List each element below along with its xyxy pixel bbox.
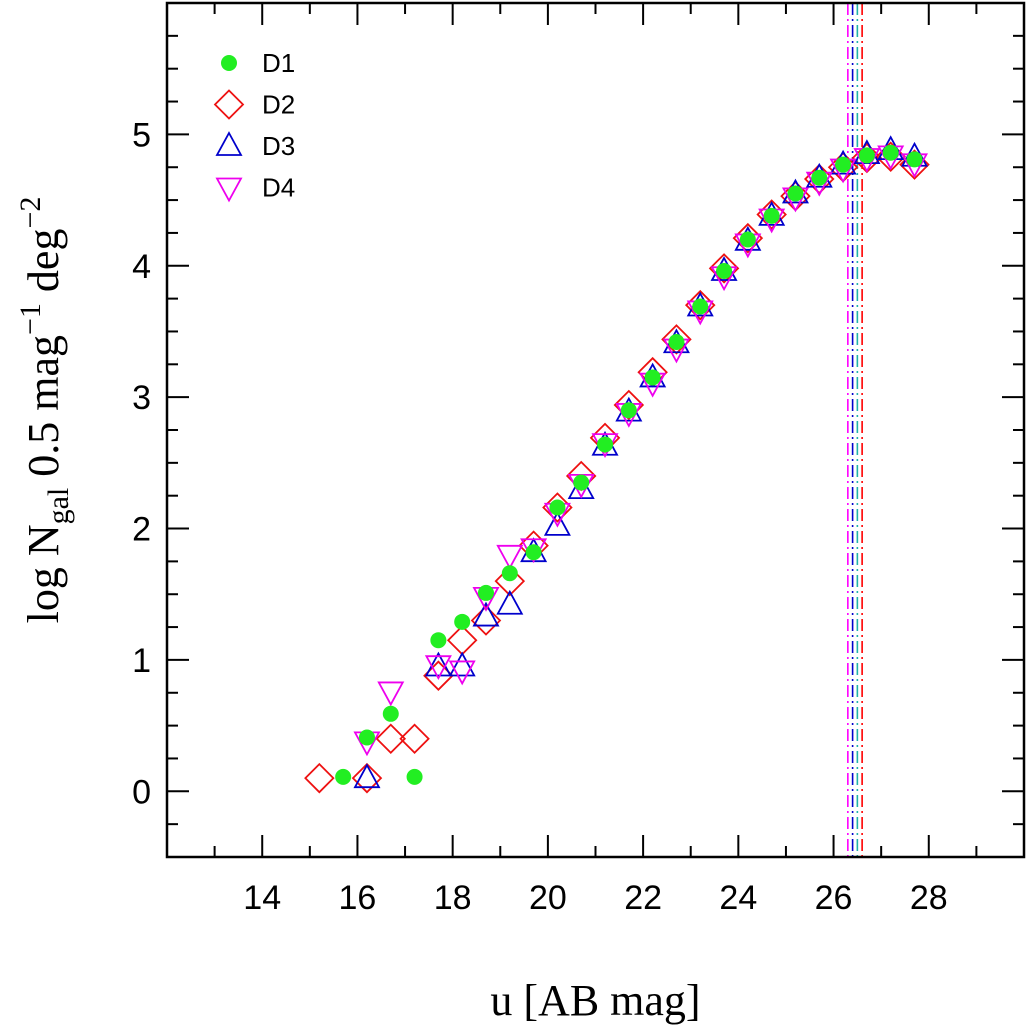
- data-point-d1: [525, 544, 542, 561]
- y-tick-label: 3: [132, 379, 151, 417]
- legend: D1 D2 D3 D4: [213, 48, 295, 203]
- data-point-d1: [692, 298, 709, 315]
- y-axis-title: log Ngal 0.5 mag−1 deg−2: [14, 197, 75, 624]
- data-point-d2: [684, 289, 716, 321]
- data-point-d4: [424, 655, 452, 681]
- data-point-d1: [811, 169, 828, 186]
- data-point-d1: [620, 402, 637, 419]
- x-tick-label: 28: [910, 879, 948, 917]
- y-tick-label: 1: [132, 642, 151, 680]
- data-point-d1: [716, 263, 733, 280]
- data-point-d1: [382, 705, 399, 722]
- completeness-lines: [847, 3, 863, 857]
- legend-marker-d1: [221, 55, 237, 71]
- tick-labels: 14 16 18 20 22 24 26 28 0 1 2 3 4 5: [132, 116, 948, 917]
- data-point-d2: [542, 492, 573, 523]
- data-point-d3: [353, 763, 381, 789]
- legend-marker-d2: [213, 89, 245, 120]
- x-axis-title: u [AB mag]: [490, 976, 700, 1025]
- x-tick-label: 26: [815, 879, 853, 917]
- legend-label-d2: D2: [262, 90, 295, 120]
- data-point-d4: [448, 660, 476, 686]
- data-point-d1: [882, 144, 899, 161]
- plot-frame: [165, 1, 1026, 859]
- data-points: [304, 135, 930, 794]
- legend-label-d1: D1: [262, 48, 295, 78]
- x-tick-label: 14: [243, 879, 281, 917]
- x-tick-label: 22: [624, 879, 662, 917]
- data-point-d1: [668, 333, 685, 350]
- data-point-d1: [835, 156, 852, 173]
- y-tick-label: 0: [132, 773, 151, 811]
- data-point-d1: [597, 436, 614, 453]
- data-point-d3: [424, 651, 452, 677]
- y-axis-title-sup1: −1: [14, 303, 47, 335]
- data-point-d1: [906, 151, 923, 168]
- axis-ticks: [166, 2, 1025, 858]
- data-point-d1: [430, 632, 447, 649]
- data-point-d1: [454, 613, 471, 630]
- y-axis-title-unit: deg: [19, 229, 68, 304]
- x-tick-label: 16: [339, 879, 377, 917]
- data-point-d3: [472, 601, 500, 627]
- data-point-d2: [446, 624, 478, 656]
- y-tick-label: 4: [132, 248, 151, 286]
- y-axis-title-sup2: −2: [14, 197, 47, 229]
- data-point-d1: [644, 369, 661, 386]
- data-point-d2: [351, 762, 383, 794]
- data-point-d1: [763, 207, 780, 224]
- data-point-d1: [358, 729, 375, 746]
- data-point-d3: [543, 511, 571, 536]
- y-tick-label: 5: [132, 116, 151, 154]
- data-point-d2: [708, 253, 740, 284]
- data-point-d2: [304, 762, 335, 794]
- y-axis-title-prefix: log N: [19, 524, 68, 623]
- data-point-d2: [494, 565, 526, 597]
- data-point-d1: [858, 147, 875, 164]
- legend-label-d4: D4: [262, 173, 295, 203]
- y-tick-label: 2: [132, 511, 151, 549]
- data-point-d3: [448, 651, 476, 677]
- data-point-d1: [335, 768, 352, 785]
- data-point-d2: [375, 723, 407, 755]
- y-axis-title-middle: 0.5 mag: [19, 335, 68, 488]
- data-point-d1: [477, 584, 494, 601]
- data-point-d1: [739, 231, 756, 248]
- legend-marker-d3: [215, 131, 243, 156]
- data-point-d1: [406, 768, 423, 785]
- data-point-d1: [787, 185, 804, 202]
- data-point-d1: [501, 565, 518, 582]
- x-tick-label: 20: [529, 879, 567, 917]
- data-point-d4: [377, 681, 405, 707]
- data-point-d2: [661, 324, 692, 355]
- data-point-d1: [573, 474, 590, 491]
- data-point-d2: [470, 605, 502, 636]
- legend-label-d3: D3: [262, 131, 295, 161]
- data-point-d2: [732, 222, 764, 254]
- data-point-d3: [496, 589, 524, 615]
- legend-marker-d4: [215, 177, 243, 203]
- x-tick-label: 18: [434, 879, 472, 917]
- x-tick-label: 24: [719, 879, 757, 917]
- data-point-d2: [399, 723, 430, 755]
- data-point-d1: [549, 499, 566, 516]
- y-axis-title-subscript: gal: [42, 488, 75, 525]
- data-point-d4: [496, 544, 524, 570]
- data-point-d2: [613, 389, 645, 421]
